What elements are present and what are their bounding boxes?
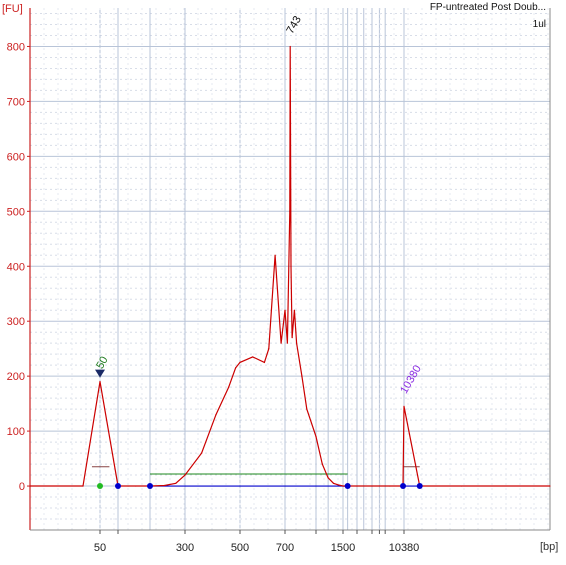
- axes: [29, 8, 551, 531]
- y-tick-label: 800: [7, 41, 25, 53]
- series-point: [296, 342, 298, 344]
- region-marker: [400, 483, 407, 490]
- series-point: [291, 337, 293, 339]
- y-tick-label: 300: [7, 316, 25, 328]
- series-point: [175, 482, 177, 484]
- series-point: [82, 485, 84, 487]
- y-tick-label: 600: [7, 151, 25, 163]
- series-point: [315, 435, 317, 438]
- series-point: [549, 485, 551, 487]
- series-point: [239, 361, 241, 364]
- series-point: [342, 485, 344, 487]
- series-point: [389, 485, 391, 487]
- series-point: [252, 356, 254, 358]
- y-axis-label: [FU]: [2, 3, 23, 15]
- series-point: [289, 210, 291, 212]
- series-point: [29, 485, 31, 487]
- x-tick-label: 500: [231, 542, 249, 554]
- peak-label: 50: [94, 355, 111, 372]
- series-point: [268, 348, 270, 350]
- x-ticks: 50 300 500 700 1500 10380: [94, 530, 419, 554]
- series-point: [274, 254, 276, 256]
- y-ticks: 0 100 200 300 400 500 600 700 800: [7, 41, 30, 493]
- y-tick-label: 700: [7, 96, 25, 108]
- series-point: [332, 482, 335, 484]
- series-point: [184, 474, 186, 476]
- region-marker: [416, 483, 423, 490]
- series-point: [327, 477, 329, 479]
- series-point: [99, 381, 101, 383]
- series-point: [135, 485, 137, 487]
- series-point: [289, 100, 292, 103]
- series-point: [284, 309, 286, 311]
- series-point: [200, 452, 203, 454]
- series-point: [235, 367, 237, 369]
- series-point: [215, 414, 217, 416]
- series-point: [127, 485, 129, 487]
- series-point: [460, 485, 463, 487]
- y-tick-label: 400: [7, 261, 25, 273]
- series-point: [263, 361, 265, 364]
- x-tick-label: 1500: [331, 542, 355, 554]
- y-tick-label: 0: [19, 481, 25, 493]
- series-point: [371, 485, 373, 487]
- region-marker: [97, 483, 103, 490]
- y-tick-label: 500: [7, 206, 25, 218]
- series-layer: [29, 45, 551, 487]
- series-point: [280, 342, 282, 344]
- x-tick-label: 700: [276, 542, 294, 554]
- x-tick-label: 50: [94, 542, 106, 554]
- x-tick-label: 10380: [389, 542, 420, 554]
- series-point: [337, 484, 340, 486]
- lower-marker-triangle: [95, 369, 105, 378]
- y-tick-label: 200: [7, 371, 25, 383]
- series-point: [289, 45, 291, 48]
- series-point: [228, 386, 230, 388]
- series-point: [163, 484, 166, 487]
- series-point: [356, 485, 358, 487]
- region-marker: [115, 483, 121, 490]
- region-marker: [344, 483, 351, 490]
- region-marker: [147, 483, 153, 490]
- series-point: [306, 408, 308, 410]
- series-point: [403, 405, 405, 407]
- series-point: [286, 342, 289, 344]
- x-axis-label: [bp]: [540, 541, 558, 553]
- y-tick-label: 100: [7, 426, 25, 438]
- series-point: [301, 375, 303, 377]
- x-tick-label: 300: [176, 542, 194, 554]
- series-point: [290, 265, 292, 267]
- series-point: [321, 463, 323, 465]
- chart-title: FP-untreated Post Doub...: [430, 2, 546, 13]
- chart-subtitle: 1ul: [533, 19, 546, 30]
- series-point: [293, 309, 296, 311]
- markers: [97, 483, 423, 490]
